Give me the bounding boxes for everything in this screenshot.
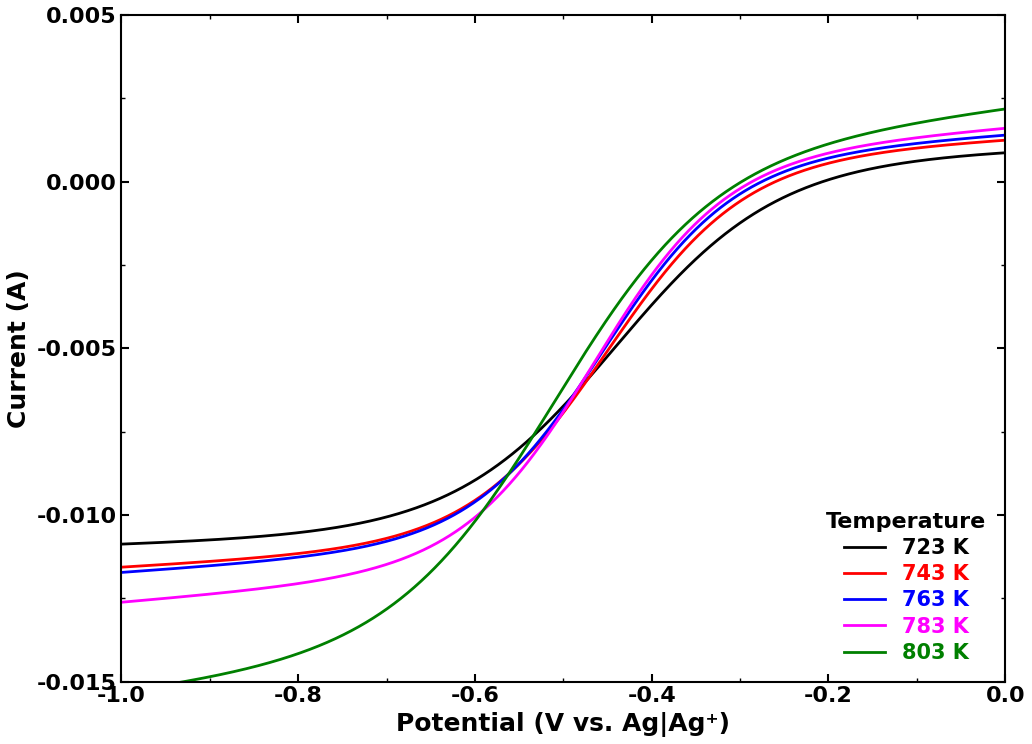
763 K	[886, 142, 899, 151]
803 K	[116, 687, 128, 696]
783 K	[216, 589, 228, 597]
Line: 803 K: 803 K	[122, 109, 1005, 692]
783 K	[492, 491, 505, 500]
723 K	[886, 160, 899, 169]
783 K	[886, 137, 899, 146]
763 K	[268, 555, 281, 564]
743 K	[999, 135, 1011, 144]
743 K	[981, 137, 994, 146]
803 K	[216, 670, 228, 679]
763 K	[454, 507, 466, 516]
743 K	[216, 556, 228, 565]
743 K	[886, 147, 899, 155]
783 K	[981, 126, 994, 135]
763 K	[492, 479, 505, 488]
743 K	[268, 551, 281, 560]
Line: 723 K: 723 K	[122, 153, 1005, 544]
783 K	[116, 597, 128, 606]
743 K	[492, 478, 505, 487]
803 K	[981, 107, 994, 116]
783 K	[999, 124, 1011, 132]
763 K	[981, 132, 994, 141]
803 K	[999, 104, 1011, 113]
783 K	[268, 583, 281, 591]
763 K	[116, 568, 128, 577]
743 K	[454, 505, 466, 514]
723 K	[492, 460, 505, 469]
Y-axis label: Current (A): Current (A)	[7, 269, 31, 428]
723 K	[999, 148, 1011, 157]
723 K	[116, 539, 128, 548]
743 K	[116, 562, 128, 571]
723 K	[216, 535, 228, 544]
763 K	[216, 560, 228, 569]
803 K	[492, 484, 505, 493]
723 K	[454, 484, 466, 493]
783 K	[454, 524, 466, 533]
Line: 763 K: 763 K	[122, 135, 1005, 572]
803 K	[454, 535, 466, 544]
Legend: 723 K, 743 K, 763 K, 783 K, 803 K: 723 K, 743 K, 763 K, 783 K, 803 K	[818, 503, 995, 671]
X-axis label: Potential (V vs. Ag|Ag⁺): Potential (V vs. Ag|Ag⁺)	[396, 712, 731, 737]
803 K	[886, 124, 899, 132]
763 K	[999, 131, 1011, 140]
Line: 743 K: 743 K	[122, 140, 1005, 567]
723 K	[268, 530, 281, 539]
Line: 783 K: 783 K	[122, 128, 1005, 602]
723 K	[981, 150, 994, 158]
803 K	[268, 657, 281, 666]
